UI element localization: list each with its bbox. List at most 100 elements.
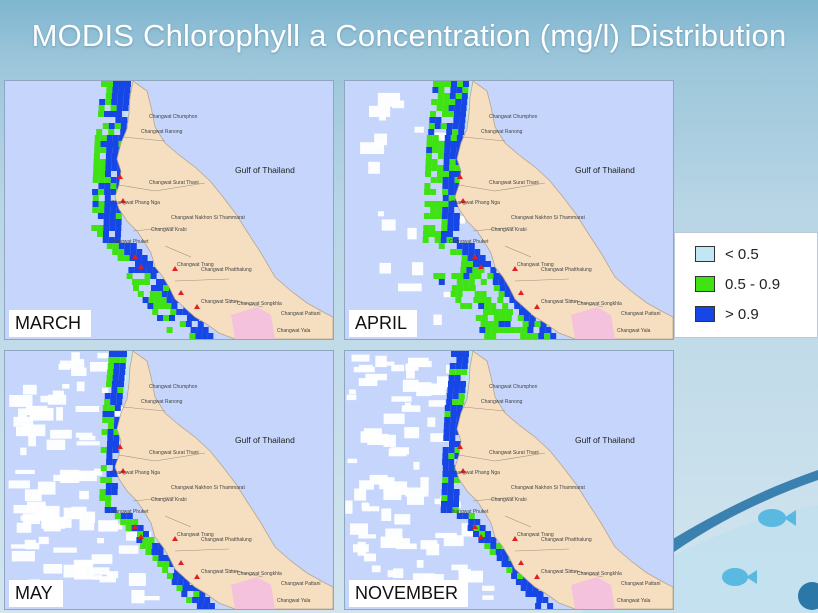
chlorophyll-pixel [152,267,159,273]
cloud-patch [16,522,32,533]
cloud-patch [408,357,429,366]
chlorophyll-pixel [165,303,172,309]
cloud-patch [37,481,56,495]
chlorophyll-pixel [444,405,451,411]
map-graphic: Gulf of Thailand Changwat Chumphon Changwa… [360,81,673,339]
chlorophyll-pixel [117,93,124,99]
cloud-patch [358,364,373,372]
cloud-patch [43,564,63,574]
chlorophyll-pixel [137,531,143,537]
chlorophyll-pixel [120,129,127,135]
chlorophyll-pixel [189,333,196,339]
chlorophyll-pixel [100,465,107,471]
chlorophyll-pixel [114,417,121,423]
province-boundary [154,452,206,462]
chlorophyll-pixel [126,273,133,279]
chlorophyll-pixel [442,105,449,111]
chlorophyll-pixel [149,291,156,297]
province-boundary [174,278,230,282]
chlorophyll-pixel [444,147,451,153]
chlorophyll-pixel [163,561,170,567]
cloud-patch [369,105,391,117]
cloud-patch [18,408,27,422]
chlorophyll-pixel [436,207,443,213]
chlorophyll-pixel [535,603,542,609]
chlorophyll-pixel [157,285,163,291]
chlorophyll-pixel [122,105,129,111]
slide-title: MODIS Chlorophyll a Concentration (mg/l)… [31,18,787,53]
chlorophyll-pixel [462,243,469,249]
chlorophyll-pixel [113,441,119,447]
chlorophyll-pixel [498,291,505,297]
province-label: Changwat Chumphon [149,384,198,390]
chlorophyll-pixel [103,213,110,219]
chlorophyll-pixel [98,105,105,111]
chlorophyll-pixel [455,171,461,177]
chlorophyll-pixel [145,549,152,555]
chlorophyll-pixel [118,243,125,249]
chlorophyll-pixel [522,321,529,327]
gulf-label: Gulf of Thailand [235,165,295,175]
chlorophyll-pixel [484,303,491,309]
chlorophyll-pixel [521,327,528,333]
chlorophyll-pixel [92,207,99,213]
chlorophyll-pixel [504,321,511,327]
chlorophyll-pixel [431,159,438,165]
chlorophyll-pixel [104,507,111,513]
chlorophyll-pixel [106,477,113,483]
chlorophyll-pixel [428,123,435,129]
province-boundary [118,184,156,192]
province-label: Changwat Chumphon [149,114,198,120]
chlorophyll-pixel [450,249,457,255]
cloud-patch [22,424,46,437]
chlorophyll-pixel [120,519,127,525]
chlorophyll-pixel [438,243,445,249]
chlorophyll-pixel [436,105,443,111]
chlorophyll-pixel [121,351,127,357]
chlorophyll-pixel [118,249,125,255]
chlorophyll-pixel [186,597,193,603]
chlorophyll-pixel [112,135,119,141]
chlorophyll-pixel [151,285,157,291]
cloud-patch [76,441,100,446]
chlorophyll-pixel [112,87,119,93]
cloud-patch [390,490,400,496]
chlorophyll-pixel [146,267,153,273]
chlorophyll-pixel [431,165,438,171]
chlorophyll-pixel [113,369,120,375]
chlorophyll-pixel [112,147,119,153]
province-boundary [122,136,166,142]
province-label: Changwat Krabi [151,497,187,503]
province-label: Changwat Krabi [151,227,187,233]
chlorophyll-pixel [457,81,463,87]
chlorophyll-pixel [102,405,109,411]
chlorophyll-pixel [458,123,465,129]
chlorophyll-pixel [454,477,461,483]
cloud-patch [13,505,34,514]
chlorophyll-pixel [154,297,161,303]
chlorophyll-pixel [447,213,454,219]
chlorophyll-pixel [448,459,455,465]
chlorophyll-pixel [454,453,461,459]
chlorophyll-pixel [455,441,461,447]
chlorophyll-pixel [532,585,539,591]
chlorophyll-pixel [460,381,466,387]
cloud-patch [420,477,429,491]
chlorophyll-pixel [163,285,169,291]
chlorophyll-pixel [171,303,178,309]
chlorophyll-pixel [185,321,192,327]
chlorophyll-pixel [91,225,98,231]
province-label: Changwat Phang Nga [451,200,500,206]
chlorophyll-pixel [463,81,469,87]
chlorophyll-pixel [453,225,460,231]
month-label: MAY [9,580,63,607]
chlorophyll-pixel [441,213,448,219]
chlorophyll-pixel [443,93,450,99]
chlorophyll-pixel [446,393,453,399]
chlorophyll-pixel [143,531,149,537]
chlorophyll-pixel [499,315,506,321]
chlorophyll-pixel [446,123,453,129]
cloud-patch [393,568,404,578]
chlorophyll-pixel [167,291,174,297]
chlorophyll-pixel [423,213,430,219]
